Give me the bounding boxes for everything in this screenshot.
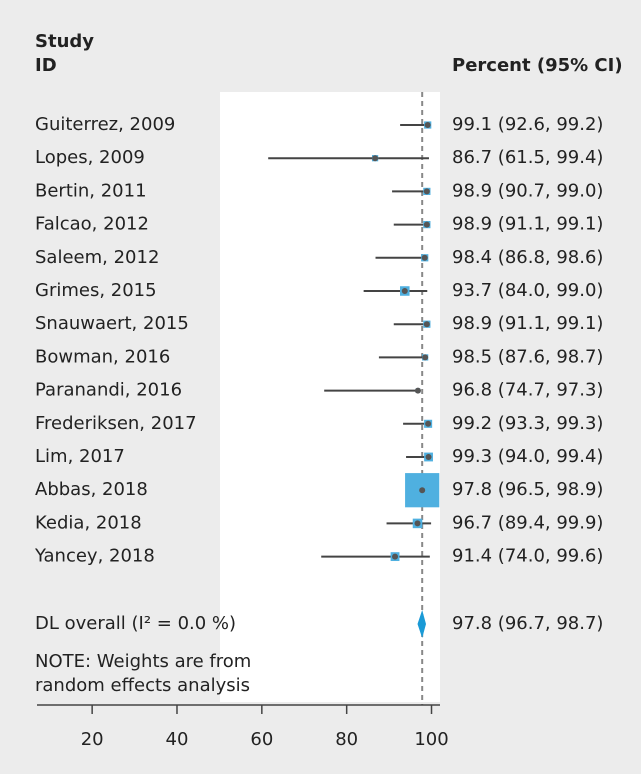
overall-label: DL overall (I² = 0.0 %) bbox=[35, 613, 236, 634]
study-label: Lim, 2017 bbox=[35, 446, 125, 467]
point-estimate bbox=[423, 221, 430, 228]
estimate-label: 86.7 (61.5, 99.4) bbox=[452, 147, 603, 168]
point-estimate bbox=[425, 454, 432, 460]
study-label: Kedia, 2018 bbox=[35, 512, 142, 533]
estimate-label: 98.9 (91.1, 99.1) bbox=[452, 214, 603, 235]
header-estimate: Percent (95% CI) bbox=[452, 55, 623, 76]
study-label: Guiterrez, 2009 bbox=[35, 114, 175, 135]
point-estimate bbox=[419, 487, 426, 494]
study-label: Yancey, 2018 bbox=[34, 546, 155, 567]
point-estimate bbox=[421, 254, 428, 261]
estimate-label: 98.9 (90.7, 99.0) bbox=[452, 180, 603, 201]
estimate-label: 99.3 (94.0, 99.4) bbox=[452, 446, 603, 467]
point-estimate bbox=[414, 520, 421, 527]
point-estimate bbox=[425, 420, 432, 427]
overall-estimate-label: 97.8 (96.7, 98.7) bbox=[452, 613, 603, 634]
estimate-label: 99.1 (92.6, 99.2) bbox=[452, 114, 603, 135]
x-tick-label: 60 bbox=[250, 729, 273, 750]
point-estimate bbox=[401, 288, 408, 294]
point-estimate bbox=[422, 354, 429, 361]
note: NOTE: Weights are from bbox=[35, 651, 251, 672]
point-estimate bbox=[372, 155, 379, 162]
estimate-label: 96.7 (89.4, 99.9) bbox=[452, 512, 603, 533]
estimate-label: 91.4 (74.0, 99.6) bbox=[452, 546, 603, 567]
estimate-label: 96.8 (74.7, 97.3) bbox=[452, 380, 603, 401]
x-tick-label: 20 bbox=[81, 729, 104, 750]
study-label: Saleem, 2012 bbox=[35, 247, 159, 268]
study-label: Lopes, 2009 bbox=[35, 147, 145, 168]
note: random effects analysis bbox=[35, 675, 250, 696]
point-estimate bbox=[392, 553, 399, 560]
study-label: Snauwaert, 2015 bbox=[35, 313, 189, 334]
estimate-label: 97.8 (96.5, 98.9) bbox=[452, 479, 603, 500]
study-label: Falcao, 2012 bbox=[35, 214, 149, 235]
estimate-label: 99.2 (93.3, 99.3) bbox=[452, 413, 603, 434]
overall-diamond bbox=[417, 610, 427, 638]
header-id: ID bbox=[35, 55, 57, 76]
study-label: Paranandi, 2016 bbox=[35, 380, 182, 401]
study-label: Bowman, 2016 bbox=[35, 346, 170, 367]
estimate-label: 93.7 (84.0, 99.0) bbox=[452, 280, 603, 301]
study-label: Grimes, 2015 bbox=[35, 280, 157, 301]
study-label: Frederiksen, 2017 bbox=[35, 413, 197, 434]
point-estimate bbox=[414, 387, 421, 394]
estimate-label: 98.9 (91.1, 99.1) bbox=[452, 313, 603, 334]
point-estimate bbox=[423, 188, 430, 195]
point-estimate bbox=[424, 122, 431, 128]
study-label: Bertin, 2011 bbox=[35, 180, 147, 201]
x-tick-label: 40 bbox=[166, 729, 189, 750]
estimate-label: 98.4 (86.8, 98.6) bbox=[452, 247, 603, 268]
header-study: Study bbox=[35, 31, 94, 52]
point-estimate bbox=[423, 321, 430, 328]
x-tick-label: 80 bbox=[335, 729, 358, 750]
plot-area bbox=[220, 92, 440, 702]
x-tick-label: 100 bbox=[414, 729, 448, 750]
estimate-label: 98.5 (87.6, 98.7) bbox=[452, 346, 603, 367]
study-label: Abbas, 2018 bbox=[35, 479, 148, 500]
